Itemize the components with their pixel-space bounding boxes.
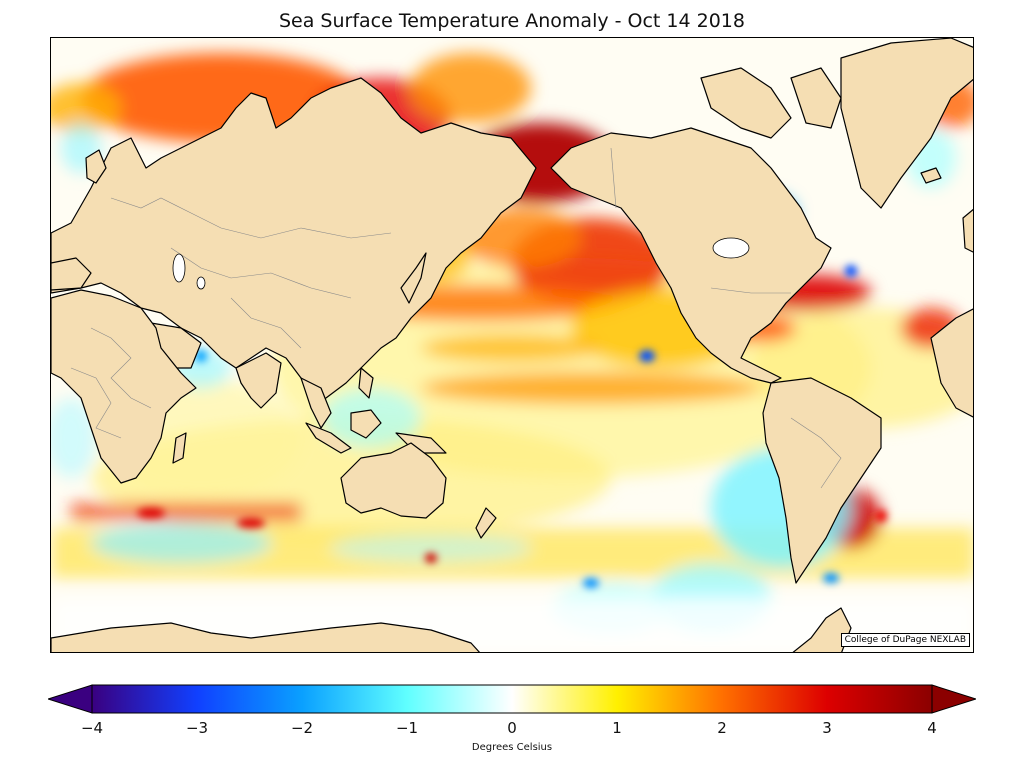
land-north-america (550, 127, 832, 384)
land-new-zealand (475, 507, 497, 539)
land-australia (340, 442, 447, 519)
colorbar-tick: −3 (185, 719, 209, 737)
map-title: Sea Surface Temperature Anomaly - Oct 14… (279, 10, 745, 32)
colorbar-tick: 3 (822, 719, 832, 737)
sst-anomaly-map: College of DuPage NEXLAB (50, 37, 974, 653)
land-borneo (350, 409, 382, 439)
colorbar-tick: −1 (395, 719, 419, 737)
land-europe-east-edge (930, 308, 973, 418)
land-madagascar (172, 432, 187, 464)
land-india (235, 352, 282, 409)
colorbar-max-arrow (931, 684, 976, 714)
colorbar-tick: −4 (80, 719, 104, 737)
land-baffin (790, 67, 842, 129)
land-antarctica-west (51, 622, 480, 652)
land-uk-east-edge (962, 208, 973, 253)
colorbar-tick: −2 (290, 719, 314, 737)
land-south-america (762, 377, 882, 584)
colorbar (48, 684, 976, 714)
land-iberia (51, 257, 92, 291)
colorbar-tick: 0 (507, 719, 517, 737)
land-se-asia (300, 377, 332, 429)
land-iceland (920, 167, 942, 184)
land-arctic-islands (700, 67, 792, 139)
land-britain (85, 149, 107, 184)
colorbar-gradient (91, 684, 933, 714)
land-philippines (358, 367, 374, 399)
inland-water (172, 237, 750, 290)
land-japan (400, 252, 427, 304)
credit-label: College of DuPage NEXLAB (840, 633, 970, 647)
land-eurasia (51, 77, 537, 404)
colorbar-min-arrow (48, 684, 93, 714)
colorbar-tick: 2 (717, 719, 727, 737)
land-sumatra (305, 422, 352, 454)
land-antarctica-peninsula (792, 607, 852, 652)
country-borders (70, 147, 842, 489)
land-masses (51, 38, 973, 652)
anomaly-details (137, 265, 887, 588)
land-greenland (840, 38, 973, 209)
colorbar-tick: 1 (612, 719, 622, 737)
colorbar-label: Degrees Celsius (471, 742, 553, 753)
land-africa (51, 289, 197, 484)
map-canvas (51, 38, 973, 652)
colorbar-tick: 4 (927, 719, 937, 737)
